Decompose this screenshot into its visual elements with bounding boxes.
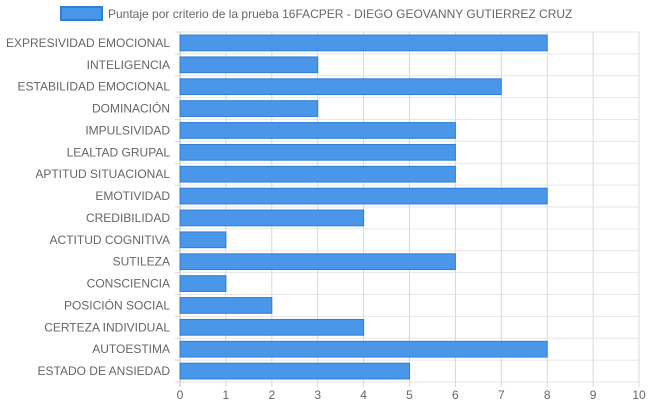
bar[interactable] — [179, 253, 456, 271]
category-label: LEALTAD GRUPAL — [67, 145, 171, 159]
x-tick-label: 1 — [223, 388, 230, 402]
bar[interactable] — [179, 231, 227, 249]
x-tick-label: 10 — [632, 388, 646, 402]
bar[interactable] — [179, 56, 319, 74]
bar[interactable] — [179, 34, 548, 52]
x-tick-label: 0 — [177, 388, 184, 402]
bar[interactable] — [179, 78, 502, 96]
bars — [179, 34, 548, 380]
category-labels: EXPRESIVIDAD EMOCIONAL INTELIGENCIA ESTABI… — [6, 36, 170, 378]
legend-swatch[interactable] — [60, 6, 103, 21]
x-tick-label: 5 — [406, 388, 413, 402]
category-label: EMOTIVIDAD — [95, 189, 170, 203]
bar[interactable] — [179, 318, 365, 336]
bar[interactable] — [179, 143, 456, 161]
category-label: CONSCIENCIA — [87, 277, 170, 291]
category-label: AUTOESTIMA — [92, 342, 170, 356]
category-label: SUTILEZA — [113, 255, 170, 269]
x-tick-label: 9 — [590, 388, 597, 402]
bar[interactable] — [179, 165, 456, 183]
category-label: ACTITUD COGNITIVA — [50, 233, 170, 247]
legend[interactable]: Puntaje por criterio de la prueba 16FACP… — [60, 6, 572, 21]
category-label: ESTABILIDAD EMOCIONAL — [18, 80, 171, 94]
category-label: CERTEZA INDIVIDUAL — [44, 320, 170, 334]
bar[interactable] — [179, 362, 410, 380]
bar[interactable] — [179, 187, 548, 205]
x-axis-tick-labels: 0 1 2 3 4 5 6 7 8 9 10 — [177, 388, 646, 402]
bar[interactable] — [179, 209, 365, 227]
x-tick-label: 7 — [498, 388, 505, 402]
grid-lines — [175, 31, 640, 387]
x-tick-label: 4 — [360, 388, 367, 402]
category-label: POSICIÓN SOCIAL — [64, 297, 170, 312]
x-tick-label: 6 — [452, 388, 459, 402]
x-tick-label: 2 — [268, 388, 275, 402]
bar[interactable] — [179, 297, 273, 314]
bar[interactable] — [179, 122, 456, 139]
category-label: DOMINACIÓN — [92, 101, 170, 116]
bar[interactable] — [179, 100, 319, 117]
category-label: EXPRESIVIDAD EMOCIONAL — [6, 36, 170, 50]
bar[interactable] — [179, 340, 548, 358]
x-tick-label: 8 — [544, 388, 551, 402]
legend-label[interactable]: Puntaje por criterio de la prueba 16FACP… — [108, 7, 572, 21]
category-label: APTITUD SITUACIONAL — [35, 167, 170, 181]
category-label: ESTADO DE ANSIEDAD — [38, 364, 171, 378]
bar[interactable] — [179, 275, 227, 292]
x-tick-label: 3 — [314, 388, 321, 402]
category-label: INTELIGENCIA — [87, 58, 170, 72]
category-label: CREDIBILIDAD — [86, 211, 170, 225]
category-label: IMPULSIVIDAD — [85, 123, 170, 137]
